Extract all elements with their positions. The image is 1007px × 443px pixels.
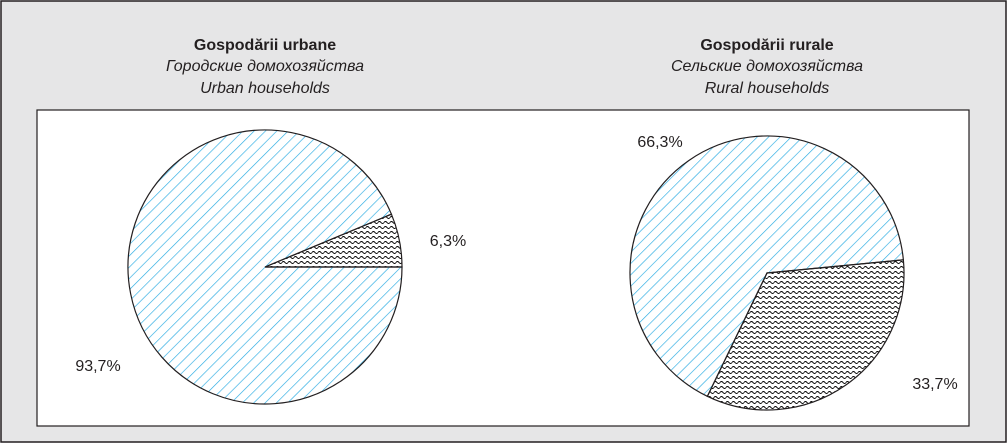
pie-slice <box>706 259 905 411</box>
chart-title: Gospodării urbane <box>194 37 336 54</box>
value-label: 93,7% <box>75 358 120 375</box>
value-label: 33,7% <box>912 376 957 393</box>
value-label: 66,3% <box>637 134 682 151</box>
chart-subtitle: Сельские домохозяйства <box>671 58 863 75</box>
chart-subtitle: Городские домохозяйства <box>166 58 364 75</box>
pie-slice <box>127 129 403 405</box>
chart-subtitle: Urban households <box>200 80 330 97</box>
chart-title: Gospodării rurale <box>700 37 833 54</box>
value-label: 6,3% <box>430 233 466 250</box>
chart-subtitle: Rural households <box>705 80 830 97</box>
pie-slice <box>629 135 905 398</box>
